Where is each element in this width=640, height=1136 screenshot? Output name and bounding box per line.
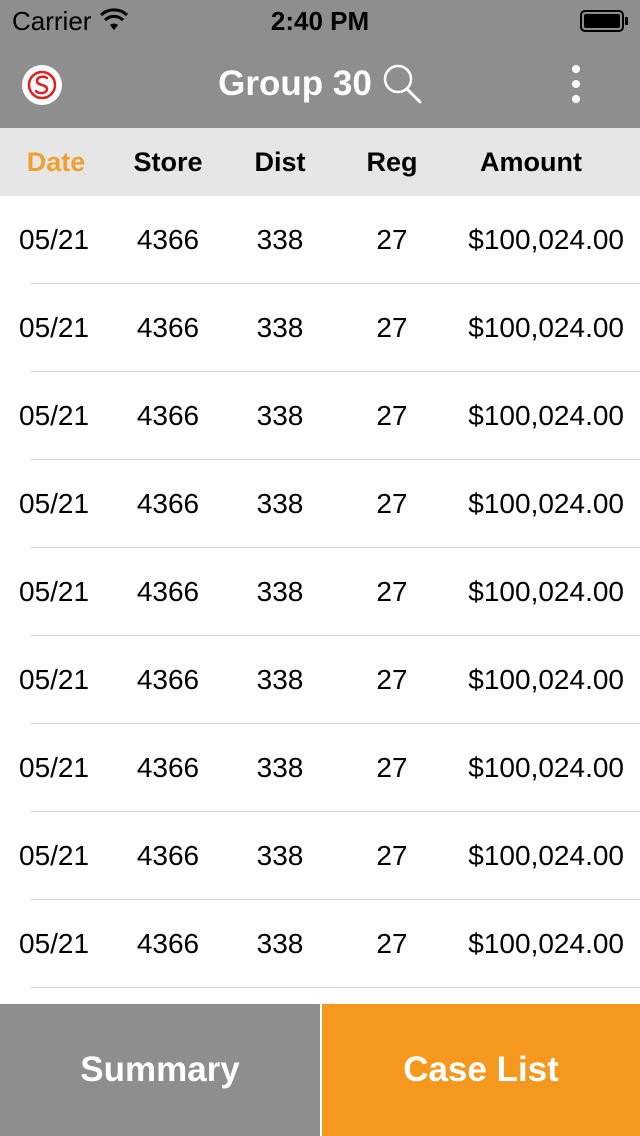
table-header: Date Store Dist Reg Amount <box>0 128 640 196</box>
more-vertical-icon[interactable] <box>560 64 592 104</box>
cell-store: 4366 <box>136 752 200 783</box>
cell-amount: $100,024.00 <box>468 664 624 695</box>
table-row[interactable]: 05/21 4366 338 27 $100,024.00 <box>0 196 640 284</box>
cell-store: 4366 <box>136 312 200 343</box>
cell-reg: 27 <box>376 576 408 607</box>
carrier-label: Carrier <box>12 6 92 36</box>
cell-date: 05/21 <box>19 840 90 871</box>
cell-amount: $100,024.00 <box>468 752 624 783</box>
cell-store: 4366 <box>136 224 200 255</box>
cell-reg: 27 <box>376 400 408 431</box>
bottom-toolbar: Summary Case List <box>0 1004 640 1136</box>
cell-dist: 338 <box>256 576 304 607</box>
cell-date: 05/21 <box>19 752 90 783</box>
cell-date: 05/21 <box>19 664 90 695</box>
header-amount[interactable]: Amount <box>480 146 582 177</box>
cell-dist: 338 <box>256 400 304 431</box>
table-row[interactable]: 05/21 4366 338 27 $100,024.00 <box>0 636 640 724</box>
page-title: Group 30 <box>218 64 372 103</box>
cell-amount: $100,024.00 <box>468 576 624 607</box>
header-reg[interactable]: Reg <box>366 146 418 177</box>
cell-date: 05/21 <box>19 224 90 255</box>
cell-dist: 338 <box>256 840 304 871</box>
cell-store: 4366 <box>136 576 200 607</box>
cell-reg: 27 <box>376 928 408 959</box>
header-dist[interactable]: Dist <box>254 146 306 177</box>
battery-icon <box>580 10 628 32</box>
cell-dist: 338 <box>256 312 304 343</box>
cell-reg: 27 <box>376 840 408 871</box>
search-icon[interactable] <box>381 62 425 106</box>
cell-reg: 27 <box>376 224 408 255</box>
cell-store: 4366 <box>136 928 200 959</box>
table-row[interactable]: 05/21 4366 338 27 $100,024.00 <box>0 284 640 372</box>
cell-amount: $100,024.00 <box>468 928 624 959</box>
cell-dist: 338 <box>256 928 304 959</box>
cell-date: 05/21 <box>19 928 90 959</box>
cell-amount: $100,024.00 <box>468 840 624 871</box>
summary-button[interactable]: Summary <box>0 1004 320 1136</box>
wifi-icon <box>100 8 128 30</box>
table-row[interactable]: 05/21 4366 338 27 $100,024.00 <box>0 812 640 900</box>
cell-reg: 27 <box>376 312 408 343</box>
table-row[interactable]: 05/21 4366 338 27 $100,024.00 <box>0 372 640 460</box>
status-bar: Carrier 2:40 PM <box>0 0 640 40</box>
status-time: 2:40 PM <box>270 6 370 36</box>
cell-date: 05/21 <box>19 312 90 343</box>
cell-date: 05/21 <box>19 488 90 519</box>
cell-dist: 338 <box>256 664 304 695</box>
cell-dist: 338 <box>256 224 304 255</box>
cell-reg: 27 <box>376 752 408 783</box>
header-store[interactable]: Store <box>133 146 203 177</box>
cell-dist: 338 <box>256 752 304 783</box>
case-list-button[interactable]: Case List <box>322 1004 640 1136</box>
table-row[interactable]: 05/21 4366 338 27 $100,024.00 <box>0 900 640 988</box>
table-row[interactable]: 05/21 4366 338 27 $100,024.00 <box>0 548 640 636</box>
cell-date: 05/21 <box>19 576 90 607</box>
cell-amount: $100,024.00 <box>468 400 624 431</box>
cell-amount: $100,024.00 <box>468 224 624 255</box>
cell-store: 4366 <box>136 400 200 431</box>
cell-reg: 27 <box>376 664 408 695</box>
cell-reg: 27 <box>376 488 408 519</box>
nav-bar: Group 30 <box>0 40 640 128</box>
table-row[interactable]: 05/21 4366 338 27 $100,024.00 <box>0 460 640 548</box>
table-row[interactable]: 05/21 4366 338 27 $100,024.00 <box>0 724 640 812</box>
table-body[interactable]: 05/21 4366 338 27 $100,024.00 05/21 4366… <box>0 196 640 1004</box>
cell-store: 4366 <box>136 488 200 519</box>
cell-amount: $100,024.00 <box>468 312 624 343</box>
header-date[interactable]: Date <box>26 146 86 177</box>
cell-store: 4366 <box>136 840 200 871</box>
dollar-circle-icon[interactable] <box>22 65 62 105</box>
cell-store: 4366 <box>136 664 200 695</box>
cell-dist: 338 <box>256 488 304 519</box>
cell-amount: $100,024.00 <box>468 488 624 519</box>
cell-date: 05/21 <box>19 400 90 431</box>
